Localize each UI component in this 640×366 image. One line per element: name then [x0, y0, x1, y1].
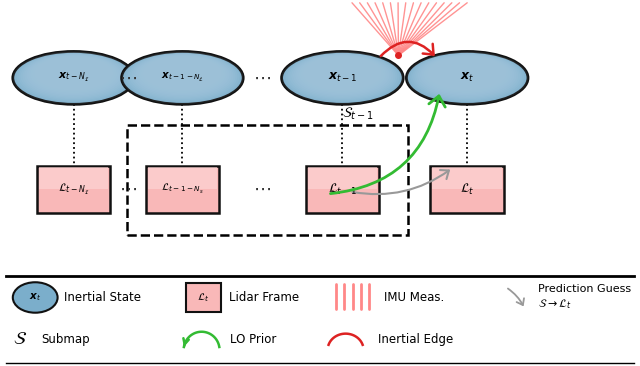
Circle shape: [22, 53, 125, 98]
Text: $\boldsymbol{x}_{t}$: $\boldsymbol{x}_{t}$: [460, 71, 474, 85]
Circle shape: [124, 52, 241, 103]
FancyBboxPatch shape: [146, 165, 219, 213]
Text: $\mathcal{L}_{t}$: $\mathcal{L}_{t}$: [460, 182, 474, 197]
FancyBboxPatch shape: [39, 167, 109, 189]
Circle shape: [414, 53, 520, 99]
Circle shape: [412, 53, 522, 101]
Circle shape: [127, 53, 237, 101]
FancyBboxPatch shape: [430, 165, 504, 213]
Circle shape: [284, 52, 401, 103]
Circle shape: [20, 53, 127, 99]
Text: $\boldsymbol{x}_{t-1-N_\mathcal{L}}$: $\boldsymbol{x}_{t-1-N_\mathcal{L}}$: [161, 71, 204, 85]
Circle shape: [408, 52, 526, 103]
Text: Prediction Guess
$\mathcal{S} \rightarrow \mathcal{L}_t$: Prediction Guess $\mathcal{S} \rightarro…: [538, 284, 631, 311]
Text: $\cdots$: $\cdots$: [119, 180, 137, 198]
Circle shape: [19, 53, 129, 101]
Text: $\boldsymbol{x}_{t-1}$: $\boldsymbol{x}_{t-1}$: [328, 71, 357, 85]
Circle shape: [129, 53, 236, 99]
Text: $\mathcal{L}_{t-1}$: $\mathcal{L}_{t-1}$: [328, 182, 357, 197]
Circle shape: [291, 53, 394, 98]
FancyArrowPatch shape: [353, 170, 449, 194]
Circle shape: [17, 52, 131, 102]
Text: Lidar Frame: Lidar Frame: [229, 291, 300, 304]
Circle shape: [15, 52, 132, 103]
FancyBboxPatch shape: [433, 167, 502, 189]
Text: $\cdots$: $\cdots$: [253, 180, 271, 198]
Circle shape: [406, 52, 528, 104]
FancyArrowPatch shape: [381, 42, 433, 56]
Text: $\mathcal{L}_{t-1-N_s}$: $\mathcal{L}_{t-1-N_s}$: [161, 182, 204, 196]
Text: Inertial Edge: Inertial Edge: [378, 333, 453, 346]
Text: $\boldsymbol{x}_t$: $\boldsymbol{x}_t$: [29, 292, 42, 303]
Circle shape: [289, 53, 396, 99]
Circle shape: [282, 52, 403, 104]
Circle shape: [285, 52, 399, 102]
Text: $\cdots$: $\cdots$: [253, 69, 271, 87]
Text: LO Prior: LO Prior: [230, 333, 276, 346]
Circle shape: [13, 52, 134, 104]
Circle shape: [13, 52, 134, 104]
Text: $\mathcal{S}$: $\mathcal{S}$: [13, 330, 28, 348]
FancyBboxPatch shape: [147, 167, 217, 189]
Text: $\cdots$: $\cdots$: [119, 69, 137, 87]
FancyBboxPatch shape: [306, 165, 380, 213]
FancyBboxPatch shape: [186, 283, 221, 312]
Text: $\mathcal{L}_{t-N_\mathcal{I}}$: $\mathcal{L}_{t-N_\mathcal{I}}$: [58, 182, 90, 197]
Circle shape: [131, 53, 234, 98]
FancyBboxPatch shape: [37, 165, 111, 213]
Circle shape: [122, 52, 243, 104]
FancyArrowPatch shape: [330, 96, 445, 194]
Text: $\boldsymbol{x}_{t-N_\mathcal{I}}$: $\boldsymbol{x}_{t-N_\mathcal{I}}$: [58, 71, 89, 85]
Circle shape: [287, 53, 397, 101]
Circle shape: [122, 52, 243, 104]
Text: $\mathcal{L}_t$: $\mathcal{L}_t$: [197, 291, 209, 304]
FancyArrowPatch shape: [508, 288, 524, 305]
FancyBboxPatch shape: [308, 167, 378, 189]
Circle shape: [282, 52, 403, 104]
Text: Submap: Submap: [42, 333, 90, 346]
Text: IMU Meas.: IMU Meas.: [384, 291, 444, 304]
Ellipse shape: [13, 282, 58, 313]
Circle shape: [416, 53, 518, 98]
Circle shape: [406, 52, 528, 104]
Text: Inertial State: Inertial State: [64, 291, 141, 304]
Circle shape: [125, 52, 239, 102]
Text: $\mathcal{S}_{t-1}$: $\mathcal{S}_{t-1}$: [342, 106, 374, 122]
Circle shape: [410, 52, 524, 102]
